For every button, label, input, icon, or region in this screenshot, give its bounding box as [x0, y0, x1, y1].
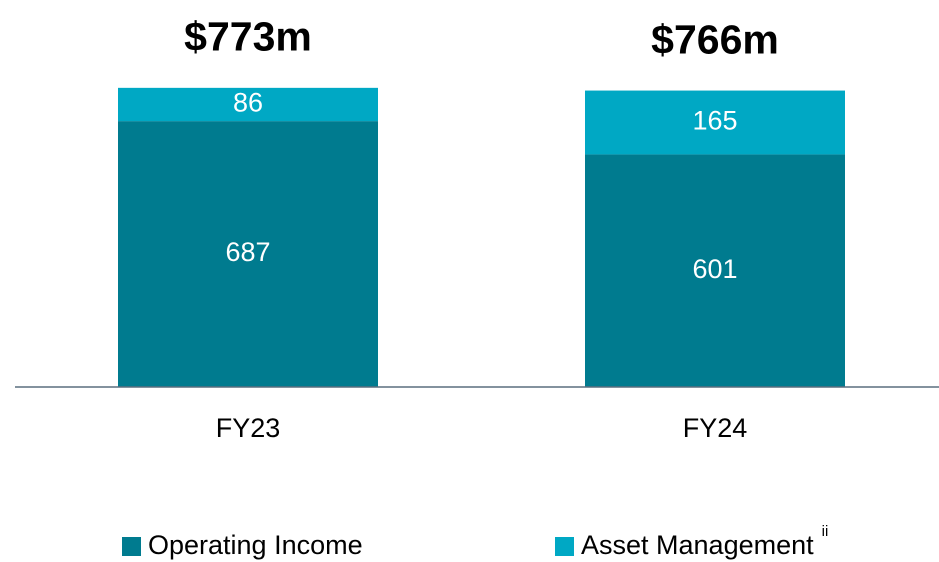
total-label: $773m — [184, 14, 312, 60]
segment-label: 165 — [692, 106, 737, 136]
segment-label: 86 — [233, 88, 263, 118]
legend-swatch — [122, 537, 141, 556]
segment-label: 601 — [692, 254, 737, 284]
legend-swatch — [555, 537, 574, 556]
legend-label: Operating Income — [148, 530, 363, 560]
bar-segment — [118, 87, 378, 122]
x-tick-label: FY24 — [683, 413, 748, 443]
bar-segment — [118, 121, 378, 388]
total-label: $766m — [651, 16, 779, 62]
x-tick-label: FY23 — [216, 413, 281, 443]
legend-footnote: ii — [822, 523, 829, 540]
bar-segment — [585, 90, 845, 155]
segment-label: 687 — [225, 237, 270, 267]
bar-segment — [585, 154, 845, 387]
legend-label: Asset Management — [581, 530, 814, 560]
